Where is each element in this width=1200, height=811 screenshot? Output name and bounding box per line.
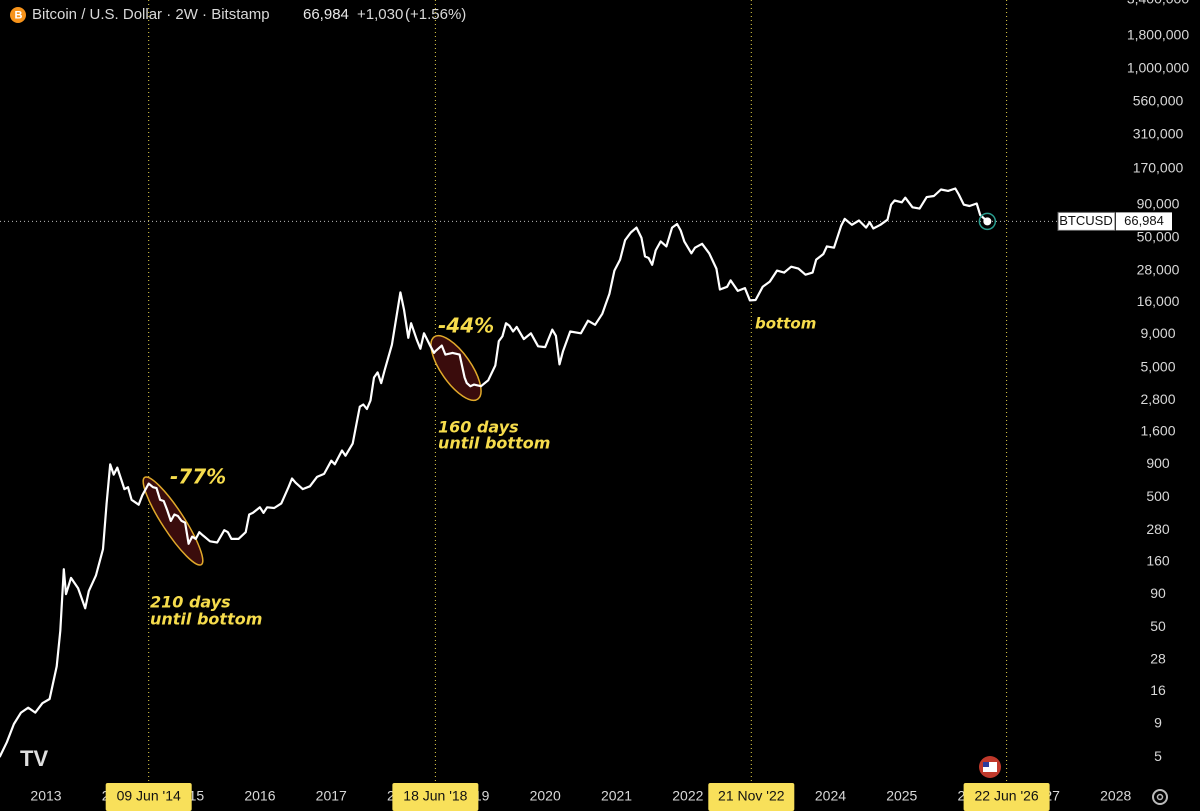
x-tick-label: 2016	[244, 788, 275, 804]
header-price: 66,984	[303, 6, 349, 23]
header-change-pct: (+1.56%)	[405, 6, 466, 23]
bitcoin-icon	[10, 7, 26, 23]
y-tick-label: 9,000	[1140, 325, 1175, 341]
x-tick-label: 2024	[815, 788, 846, 804]
annotation: -44%	[438, 314, 494, 338]
y-tick-label: 1,600	[1140, 423, 1175, 439]
y-tick-label: 5,000	[1140, 358, 1175, 374]
y-tick-label: 310,000	[1133, 126, 1184, 142]
y-tick-label: 90,000	[1137, 195, 1180, 211]
date-marker-box	[105, 783, 192, 811]
y-tick-label: 50,000	[1137, 229, 1180, 245]
y-tick-label: 28	[1150, 651, 1166, 667]
annotation: 160 days	[438, 418, 519, 437]
x-tick-label: 2021	[601, 788, 632, 804]
y-tick-label: 280	[1146, 521, 1170, 537]
flag-canton	[983, 762, 989, 767]
annotation: until bottom	[150, 610, 262, 629]
settings-icon-center	[1156, 793, 1164, 801]
price-tag-name: BTCUSD	[1059, 213, 1112, 228]
y-tick-label: 900	[1146, 455, 1170, 471]
annotation: bottom	[755, 315, 816, 333]
y-tick-label: 16,000	[1137, 293, 1180, 309]
y-tick-label: 3,400,000	[1127, 0, 1189, 7]
flag-body	[983, 762, 997, 772]
date-marker-label: 22 Jun '26	[975, 788, 1039, 804]
header-change: +1,030	[357, 6, 403, 23]
date-marker-box	[392, 783, 479, 811]
price-line	[0, 187, 989, 758]
y-tick-label: 500	[1146, 488, 1170, 504]
y-tick-label: 160	[1146, 552, 1170, 568]
annotation: until bottom	[438, 434, 550, 453]
x-tick-label: 2025	[886, 788, 917, 804]
y-tick-label: 50	[1150, 618, 1166, 634]
price-tag-name-box	[1057, 211, 1116, 231]
date-marker-label: 18 Jun '18	[403, 788, 467, 804]
y-tick-label: 1,800,000	[1127, 27, 1189, 43]
annotation: -77%	[170, 465, 226, 489]
date-marker-box	[963, 783, 1050, 811]
date-marker-label: 09 Jun '14	[117, 788, 181, 804]
price-tag-value-box	[1116, 212, 1172, 231]
date-marker-label: 21 Nov '22	[718, 788, 785, 804]
y-tick-label: 1,000,000	[1127, 60, 1189, 76]
x-tick-label: 2013	[30, 788, 61, 804]
icons: TV	[20, 746, 1168, 805]
annotation: 210 days	[150, 593, 231, 612]
y-tick-label: 9	[1154, 715, 1162, 731]
symbol-title: Bitcoin / U.S. Dollar · 2W · Bitstamp	[32, 6, 270, 23]
bitcoin-icon-glyph: B	[15, 9, 23, 21]
last-point	[983, 217, 992, 226]
last-point-ring	[978, 212, 997, 231]
x-tick-label: 2022	[672, 788, 703, 804]
date-marker-box	[708, 783, 795, 811]
y-tick-label: 5	[1154, 748, 1162, 764]
x-tick-label: 2017	[316, 788, 347, 804]
header: B Bitcoin / U.S. Dollar · 2W · Bitstamp …	[10, 6, 466, 23]
tv-logo: TV	[20, 746, 48, 771]
settings-icon[interactable]	[1152, 789, 1168, 805]
y-tick-label: 90	[1150, 585, 1166, 601]
price-tag-value: 66,984	[1124, 213, 1164, 228]
x-tick-label: 2020	[530, 788, 561, 804]
y-tick-label: 2,800	[1140, 391, 1175, 407]
y-tick-label: 16	[1150, 682, 1166, 698]
y-tick-label: 560,000	[1133, 92, 1184, 108]
x-tick-label: 2028	[1100, 788, 1131, 804]
y-tick-label: 28,000	[1137, 261, 1180, 277]
y-tick-label: 170,000	[1133, 160, 1184, 176]
